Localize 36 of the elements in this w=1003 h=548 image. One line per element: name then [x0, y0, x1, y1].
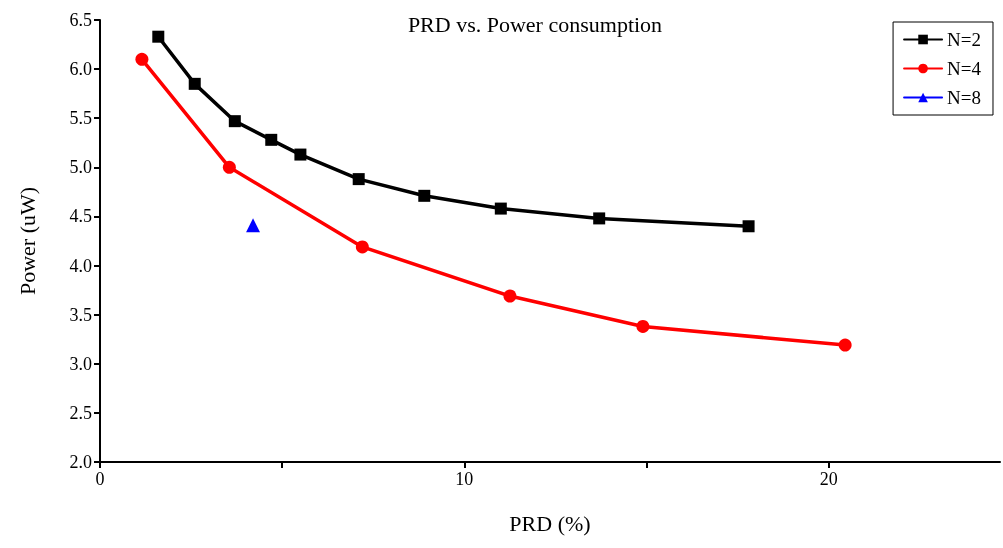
chart-title: PRD vs. Power consumption: [407, 11, 663, 37]
point: [265, 133, 278, 146]
point: [355, 240, 369, 254]
x-tick-label: 0: [95, 469, 105, 489]
point: [838, 338, 852, 352]
y-tick-label: 2.5: [69, 402, 92, 423]
y-tick-label: 6.5: [69, 10, 92, 30]
y-tick-label: 5.0: [69, 157, 92, 178]
point: [494, 202, 507, 215]
point: [593, 212, 606, 225]
y-tick-label: 5.5: [69, 108, 92, 129]
y-tick-label: 4.0: [69, 255, 92, 276]
point: [742, 220, 755, 233]
y-tick-label: 3.0: [69, 353, 92, 374]
point: [246, 218, 261, 233]
point: [636, 319, 650, 333]
legend-label: N=2: [947, 29, 981, 50]
y-tick-label: 6.0: [69, 59, 92, 80]
y-axis-title: Power (uW): [14, 186, 40, 296]
legend-label: N=8: [947, 87, 981, 108]
y-tick-label: 4.5: [69, 206, 92, 227]
y-tick-label: 3.5: [69, 304, 92, 325]
point: [503, 289, 517, 303]
point: [135, 52, 149, 66]
x-axis-title: PRD (%): [509, 510, 591, 536]
point: [352, 173, 365, 186]
point: [188, 77, 201, 90]
point: [228, 115, 241, 128]
point: [152, 30, 165, 43]
point: [294, 148, 307, 161]
y-tick-label: 2.0: [69, 452, 92, 472]
point: [418, 189, 431, 202]
legend-label: N=4: [947, 58, 982, 79]
x-tick-label: 20: [819, 469, 838, 489]
point: [222, 160, 236, 174]
x-tick-label: 10: [455, 469, 474, 489]
